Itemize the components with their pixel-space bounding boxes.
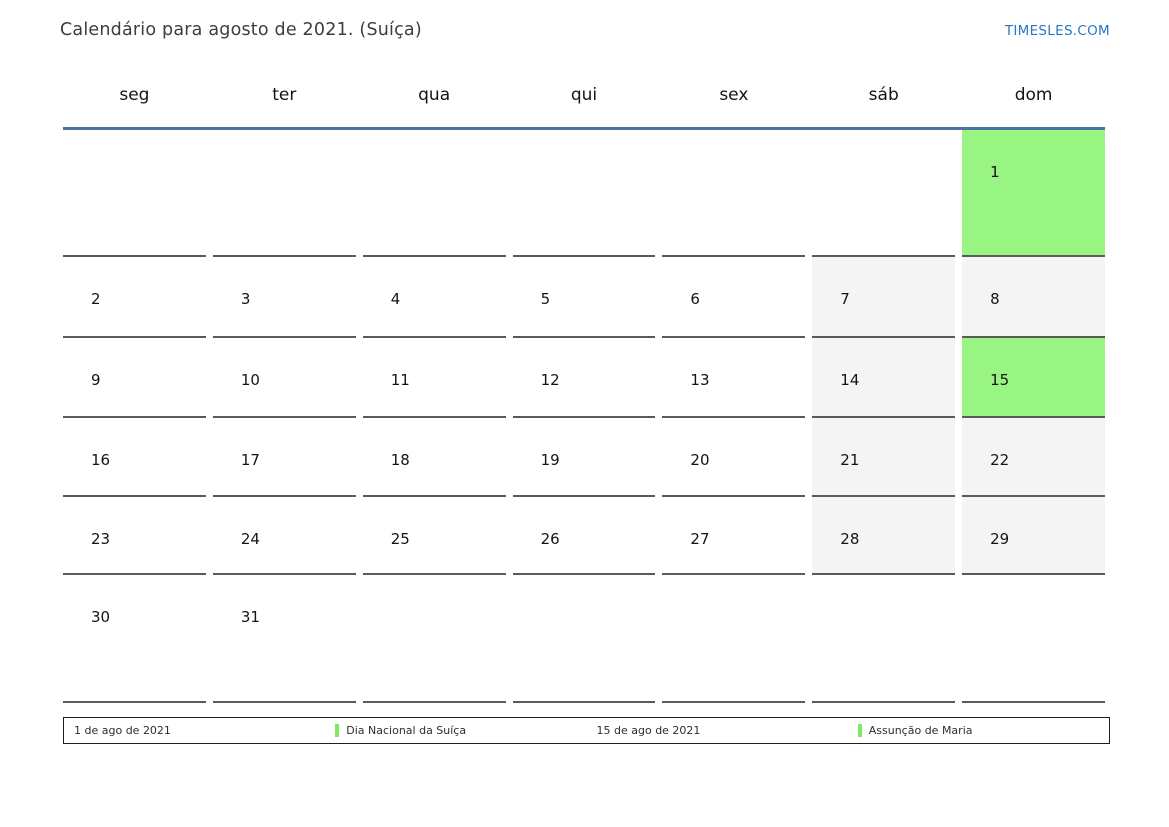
weekday-label-sab: sáb: [868, 85, 899, 105]
empty-day-cell: [962, 575, 1105, 703]
empty-day-cell: [512, 130, 656, 257]
weekday-label-qui: qui: [570, 85, 598, 105]
header-divider-line: [63, 127, 1105, 130]
day-cell-7: 7: [812, 257, 956, 338]
day-cell-13: 13: [662, 338, 806, 418]
weekday-header-row: seg ter qua qui sex sáb dom: [63, 85, 1105, 105]
legend-date-text: 15 de ago de 2021: [596, 724, 701, 737]
empty-day-cell: [662, 575, 806, 703]
day-cell-30: 30: [63, 575, 206, 703]
weekday-label-ter: ter: [272, 85, 297, 105]
day-cell-23: 23: [63, 497, 206, 575]
legend-holiday-name: Assunção de Maria: [868, 724, 973, 737]
day-cell-25: 25: [362, 497, 506, 575]
day-cell-28: 28: [812, 497, 956, 575]
day-cell-29: 29: [962, 497, 1105, 575]
day-cell-20: 20: [662, 418, 806, 497]
legend-date-text: 1 de ago de 2021: [74, 724, 171, 737]
weekday-label-dom: dom: [1014, 85, 1053, 105]
day-cell-27: 27: [662, 497, 806, 575]
day-cell-3: 3: [212, 257, 356, 338]
empty-day-cell: [812, 130, 956, 257]
day-cell-5: 5: [512, 257, 656, 338]
day-cell-10: 10: [212, 338, 356, 418]
day-cell-8: 8: [962, 257, 1105, 338]
day-cell-16: 16: [63, 418, 206, 497]
day-cell-24: 24: [212, 497, 356, 575]
day-cell-6: 6: [662, 257, 806, 338]
legend-date-2: 15 de ago de 2021: [587, 724, 848, 737]
weekday-label-sex: sex: [719, 85, 749, 105]
day-cell-17: 17: [212, 418, 356, 497]
empty-day-cell: [212, 130, 356, 257]
legend-holiday-name: Dia Nacional da Suíça: [346, 724, 467, 737]
weekday-label-seg: seg: [119, 85, 150, 105]
weekday-label-qua: qua: [418, 85, 451, 105]
holiday-marker-icon: [335, 724, 340, 737]
empty-day-cell: [662, 130, 806, 257]
empty-day-cell: [512, 575, 656, 703]
day-cell-26: 26: [512, 497, 656, 575]
empty-day-cell: [63, 130, 206, 257]
empty-day-cell: [812, 575, 956, 703]
day-cell-4: 4: [362, 257, 506, 338]
empty-day-cell: [362, 575, 506, 703]
day-cell-14: 14: [812, 338, 956, 418]
legend-holiday-1: Dia Nacional da Suíça: [325, 724, 586, 737]
day-cell-1: 1: [962, 130, 1105, 257]
empty-day-cell: [362, 130, 506, 257]
day-cell-11: 11: [362, 338, 506, 418]
day-cell-2: 2: [63, 257, 206, 338]
legend-holiday-2: Assunção de Maria: [848, 724, 1109, 737]
holiday-marker-icon: [857, 724, 862, 737]
day-cell-9: 9: [63, 338, 206, 418]
page-title: Calendário para agosto de 2021. (Suíça): [60, 20, 422, 40]
day-cell-31: 31: [212, 575, 356, 703]
day-cell-12: 12: [512, 338, 656, 418]
timesles-site-link[interactable]: TIMESLES.COM: [1004, 23, 1110, 39]
day-cell-15: 15: [962, 338, 1105, 418]
legend-date-1: 1 de ago de 2021: [64, 724, 325, 737]
day-cell-19: 19: [512, 418, 656, 497]
day-cell-22: 22: [962, 418, 1105, 497]
legend-bar: 1 de ago de 2021 Dia Nacional da Suíça 1…: [63, 717, 1110, 744]
day-cell-18: 18: [362, 418, 506, 497]
day-cell-21: 21: [812, 418, 956, 497]
calendar-grid: 1 2 3 4 5 6 7 8 9 10 11 12 13 14 15 16 17 18 19 20 21 22 23 24 2…: [63, 130, 1105, 703]
